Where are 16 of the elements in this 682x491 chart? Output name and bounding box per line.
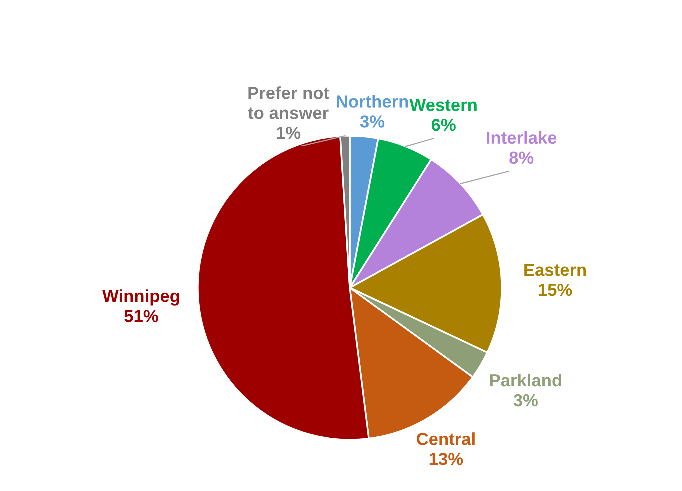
slice-label: Prefer not to answer: [248, 86, 330, 120]
data-label: 8%: [510, 152, 534, 164]
data-label: 51%: [124, 310, 158, 322]
data-label: 3%: [360, 116, 385, 128]
slice-label: Parkland: [490, 374, 562, 387]
data-label: 1%: [277, 127, 301, 140]
data-label: 3%: [514, 394, 538, 407]
data-label: 6%: [432, 118, 456, 132]
slice-label: Winnipeg: [102, 290, 180, 306]
data-label: 15%: [539, 284, 572, 296]
slice-label: Northern: [337, 95, 408, 108]
slice-label: Western: [410, 99, 477, 112]
slice-label: Central: [417, 432, 475, 446]
slice-label: Eastern: [524, 264, 586, 276]
data-label: 13%: [430, 453, 464, 466]
slice-label: Interlake: [487, 131, 557, 144]
